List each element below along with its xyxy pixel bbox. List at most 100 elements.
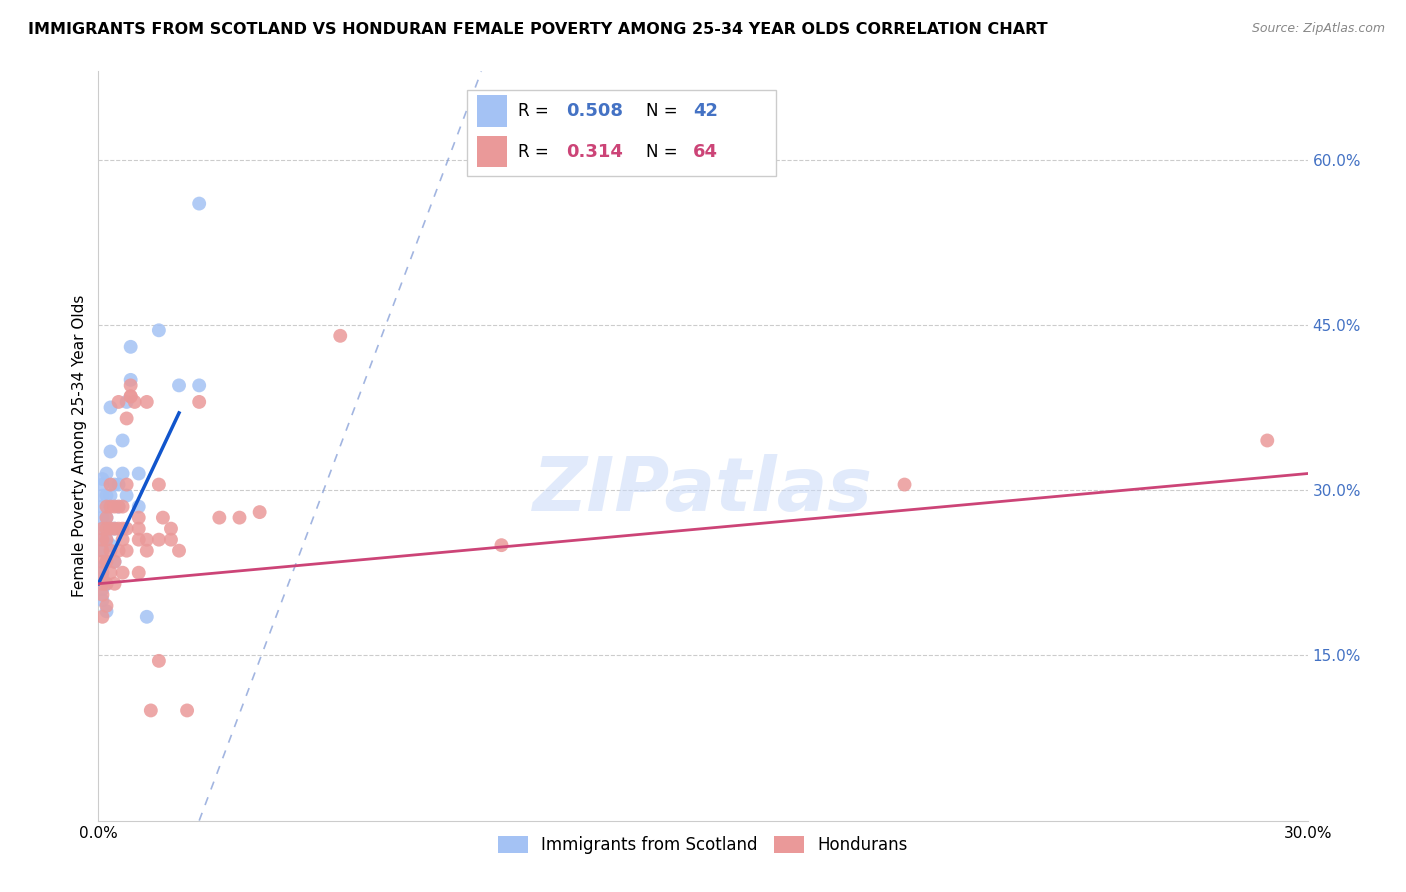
Point — [188, 196, 211, 211]
Point — [103, 555, 125, 569]
Point — [115, 477, 138, 491]
Point — [128, 500, 150, 514]
Point — [96, 510, 118, 524]
Point — [100, 477, 122, 491]
Legend: Immigrants from Scotland, Hondurans: Immigrants from Scotland, Hondurans — [491, 830, 915, 861]
Point — [96, 522, 118, 536]
Text: 0.508: 0.508 — [567, 102, 623, 120]
FancyBboxPatch shape — [467, 90, 776, 177]
Y-axis label: Female Poverty Among 25-34 Year Olds: Female Poverty Among 25-34 Year Olds — [72, 295, 87, 597]
Point — [107, 500, 129, 514]
Point — [91, 500, 114, 514]
Point — [152, 510, 174, 524]
Point — [491, 538, 513, 552]
Text: Source: ZipAtlas.com: Source: ZipAtlas.com — [1251, 22, 1385, 36]
Point — [329, 328, 352, 343]
Point — [148, 533, 170, 547]
Point — [103, 522, 125, 536]
Point — [111, 533, 134, 547]
Point — [100, 566, 122, 580]
Point — [111, 500, 134, 514]
Point — [128, 510, 150, 524]
Point — [111, 522, 134, 536]
Point — [91, 522, 114, 536]
Point — [120, 340, 142, 354]
Text: 0.314: 0.314 — [567, 143, 623, 161]
Point — [1256, 434, 1278, 448]
Point — [91, 472, 114, 486]
Point — [111, 467, 134, 481]
Point — [100, 489, 122, 503]
Point — [128, 566, 150, 580]
Text: N =: N = — [647, 102, 683, 120]
Point — [135, 533, 157, 547]
Point — [228, 510, 250, 524]
Point — [100, 543, 122, 558]
Point — [96, 604, 118, 618]
Point — [111, 434, 134, 448]
Text: ZIPatlas: ZIPatlas — [533, 454, 873, 527]
Point — [115, 522, 138, 536]
Point — [128, 533, 150, 547]
Point — [91, 555, 114, 569]
Point — [96, 555, 118, 569]
Point — [120, 378, 142, 392]
Point — [96, 599, 118, 613]
Point — [91, 593, 114, 607]
Point — [188, 395, 211, 409]
Point — [91, 609, 114, 624]
Point — [100, 538, 122, 552]
Point — [107, 395, 129, 409]
Point — [107, 543, 129, 558]
Point — [135, 543, 157, 558]
Point — [100, 522, 122, 536]
Point — [160, 522, 183, 536]
Point — [91, 588, 114, 602]
FancyBboxPatch shape — [477, 136, 508, 168]
Point — [128, 467, 150, 481]
Point — [128, 522, 150, 536]
Point — [893, 477, 915, 491]
Point — [115, 489, 138, 503]
Point — [96, 533, 118, 547]
Point — [135, 609, 157, 624]
Point — [96, 576, 118, 591]
Point — [96, 467, 118, 481]
Text: R =: R = — [517, 143, 554, 161]
Point — [107, 500, 129, 514]
Point — [96, 533, 118, 547]
Text: 64: 64 — [693, 143, 718, 161]
Point — [148, 654, 170, 668]
Point — [111, 566, 134, 580]
Point — [100, 401, 122, 415]
Point — [91, 582, 114, 597]
Point — [100, 444, 122, 458]
Point — [103, 555, 125, 569]
Point — [103, 522, 125, 536]
Point — [188, 378, 211, 392]
Point — [148, 477, 170, 491]
Point — [160, 533, 183, 547]
Point — [96, 576, 118, 591]
Point — [103, 477, 125, 491]
Point — [115, 543, 138, 558]
Point — [124, 395, 146, 409]
Point — [135, 395, 157, 409]
Point — [107, 522, 129, 536]
Point — [148, 323, 170, 337]
FancyBboxPatch shape — [477, 95, 508, 127]
Text: N =: N = — [647, 143, 683, 161]
Point — [139, 703, 162, 717]
Point — [91, 510, 114, 524]
Point — [120, 389, 142, 403]
Point — [120, 373, 142, 387]
Text: R =: R = — [517, 102, 554, 120]
Point — [91, 576, 114, 591]
Point — [91, 566, 114, 580]
Point — [208, 510, 231, 524]
Point — [103, 500, 125, 514]
Point — [91, 560, 114, 574]
Point — [91, 543, 114, 558]
Point — [91, 477, 114, 491]
Point — [115, 395, 138, 409]
